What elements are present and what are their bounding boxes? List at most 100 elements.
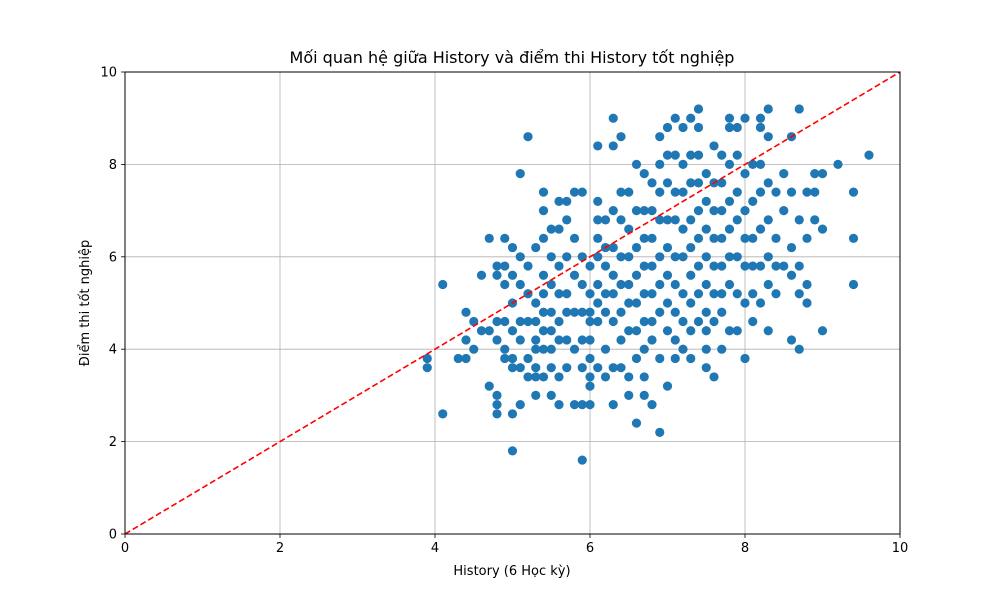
data-point <box>779 169 789 179</box>
data-point <box>670 215 680 225</box>
data-point <box>748 261 758 271</box>
data-point <box>810 169 820 179</box>
data-point <box>593 215 603 225</box>
data-point <box>655 132 665 142</box>
data-point <box>616 335 626 345</box>
data-point <box>701 363 711 373</box>
data-point <box>422 353 432 364</box>
data-point <box>523 132 533 142</box>
data-point <box>794 215 804 225</box>
data-point <box>562 215 572 225</box>
data-point <box>461 335 471 345</box>
data-point <box>515 400 525 410</box>
data-point <box>740 353 750 364</box>
data-point <box>631 418 642 428</box>
data-point <box>515 335 525 345</box>
data-point <box>732 289 742 299</box>
data-point <box>717 233 727 243</box>
data-point <box>538 372 549 382</box>
data-point <box>577 252 587 262</box>
data-point <box>802 279 812 290</box>
data-point <box>585 353 595 364</box>
data-point <box>748 289 758 299</box>
data-point <box>507 242 518 253</box>
data-point <box>624 326 634 336</box>
data-point <box>624 390 634 400</box>
data-point <box>701 307 711 317</box>
y-axis-ticks: 0 2 4 6 8 10 <box>100 66 125 543</box>
data-point <box>693 316 704 327</box>
data-point <box>600 372 611 382</box>
data-point <box>554 224 564 234</box>
data-point <box>678 122 688 133</box>
data-point <box>438 279 448 290</box>
data-point <box>624 252 634 262</box>
data-point <box>422 363 432 373</box>
data-point <box>740 298 750 308</box>
data-point <box>600 307 611 317</box>
data-point <box>662 150 673 160</box>
data-point <box>531 390 541 400</box>
data-point <box>461 353 471 364</box>
y-tick-label: 0 <box>109 528 117 543</box>
data-point <box>755 298 766 308</box>
data-point <box>802 187 812 197</box>
data-point <box>546 363 556 373</box>
data-point <box>717 344 727 354</box>
data-point <box>500 344 510 354</box>
data-point <box>763 326 773 336</box>
data-point <box>709 316 719 327</box>
data-point <box>515 279 525 290</box>
data-point <box>670 252 680 262</box>
data-point <box>523 353 533 364</box>
data-point <box>585 261 595 271</box>
data-point <box>546 307 556 317</box>
x-tick-label: 6 <box>586 541 594 556</box>
data-point <box>631 326 642 336</box>
data-point <box>531 372 541 382</box>
data-point <box>662 326 673 336</box>
data-point <box>678 252 688 262</box>
x-tick-label: 2 <box>276 541 284 556</box>
data-point <box>794 104 804 114</box>
data-point <box>608 242 618 253</box>
data-point <box>569 270 580 280</box>
data-point <box>717 150 727 160</box>
data-point <box>624 187 634 197</box>
data-point <box>554 316 564 327</box>
data-point <box>538 326 549 336</box>
data-point <box>701 326 711 336</box>
data-point <box>786 270 797 280</box>
data-point <box>802 298 812 308</box>
data-point <box>678 159 688 169</box>
data-point <box>538 289 549 299</box>
x-tick-label: 10 <box>892 541 909 556</box>
data-point <box>771 233 781 243</box>
data-point <box>678 289 688 299</box>
data-point <box>631 298 642 308</box>
data-point <box>748 316 758 327</box>
data-point <box>484 326 494 336</box>
data-point <box>763 132 773 142</box>
data-point <box>662 298 673 308</box>
data-point <box>492 400 502 410</box>
data-point <box>763 252 773 262</box>
data-point <box>608 400 618 410</box>
data-point <box>779 261 789 271</box>
data-point <box>740 113 750 123</box>
data-point <box>585 316 595 327</box>
data-point <box>748 233 758 243</box>
data-point <box>794 344 804 354</box>
data-point <box>500 353 510 364</box>
data-point <box>763 279 773 290</box>
data-point <box>639 206 649 216</box>
data-point <box>562 252 572 262</box>
data-point <box>585 335 595 345</box>
data-point <box>593 233 603 243</box>
data-point <box>593 196 603 206</box>
data-point <box>569 400 580 410</box>
data-point <box>817 326 828 336</box>
data-point <box>600 261 611 271</box>
data-point <box>531 363 541 373</box>
data-point <box>701 279 711 290</box>
